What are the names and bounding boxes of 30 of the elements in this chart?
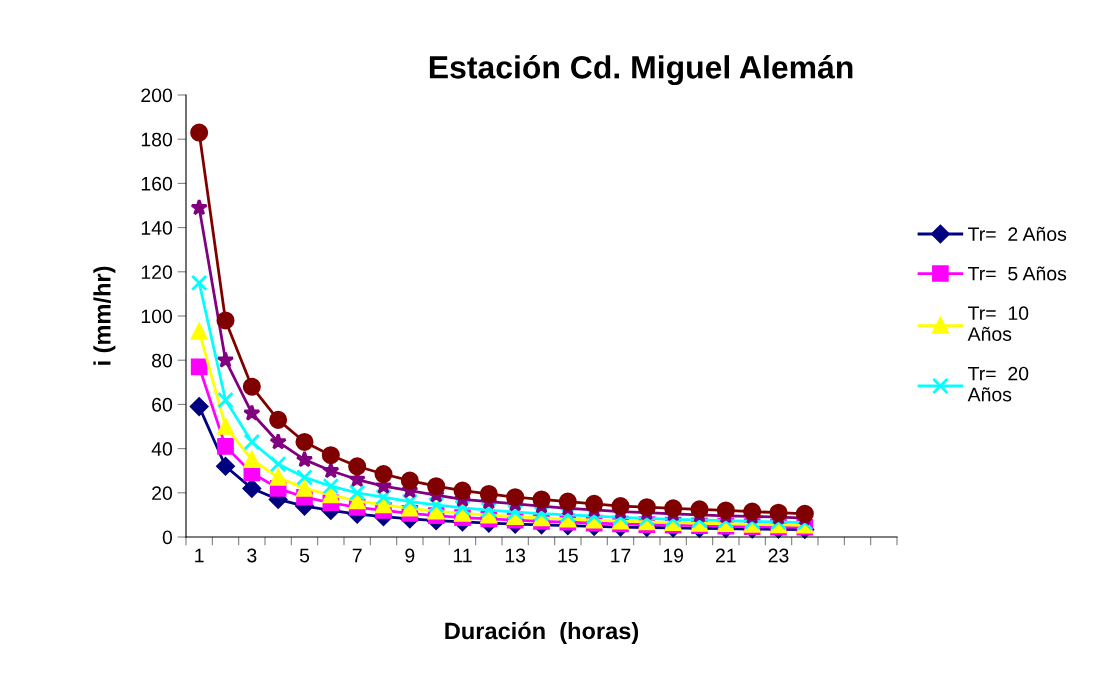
x-axis-title: Duración (horas) [445,621,639,645]
x-tick-label: 21 [716,548,736,563]
y-tick-label: 140 [141,221,173,235]
x-tick-label: 13 [505,548,526,563]
x-tick-label: 7 [352,548,362,563]
x-tick-label: 11 [453,548,472,563]
x-tick-label: 9 [405,548,415,563]
y-tick-label: 100 [141,309,173,324]
y-tick-label: 0 [162,530,173,545]
y-tick-label: 200 [141,88,173,103]
x-tick-label: 23 [768,548,789,563]
legend-label: Tr= 5 Años [968,266,1067,281]
legend-label: Tr= 20 Años [967,366,1029,402]
y-tick-label: 60 [152,397,173,412]
y-tick-label: 180 [141,132,173,147]
y-tick-label: 160 [141,176,173,191]
x-tick-label: 19 [663,548,684,563]
y-tick-label: 120 [141,265,173,280]
x-tick-label: 5 [299,548,310,563]
legend-label: Tr= 2 Años [968,226,1067,241]
x-tick-label: 1 [195,548,204,563]
chart-title: Estación Cd. Miguel Alemán [429,54,853,86]
x-tick-label: 3 [247,548,257,563]
x-tick-label: 15 [558,548,578,563]
y-tick-label: 20 [152,486,173,501]
y-axis-title: i (mm/hr) [93,266,116,365]
legend-label: Tr= 10 Años [967,306,1029,341]
y-tick-label: 80 [152,353,173,368]
x-tick-label: 17 [611,548,631,563]
y-tick-label: 40 [151,442,173,456]
